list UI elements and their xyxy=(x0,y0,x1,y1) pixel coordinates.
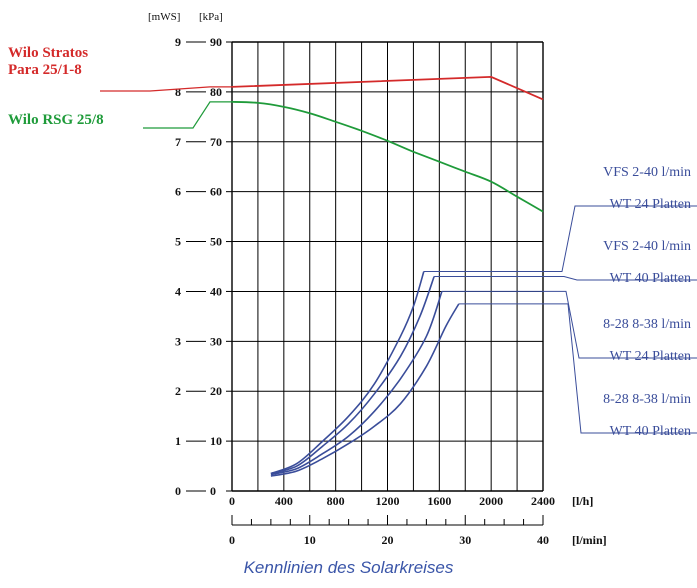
chart-caption: Kennlinien des Solarkreises xyxy=(243,558,454,577)
y-tick-label-kpa: 20 xyxy=(210,384,222,398)
y-tick-label-mws: 6 xyxy=(175,185,181,199)
system-curve-label: 8-28 8-38 l/min xyxy=(603,317,691,332)
system-curve-label: WT 24 Platten xyxy=(610,349,691,364)
grid xyxy=(231,41,544,492)
x-tick-label-lmin: 20 xyxy=(382,533,394,547)
x-unit-lmin: [l/min] xyxy=(572,533,607,547)
pump-curve-label: Wilo Stratos xyxy=(8,45,88,61)
y-tick-label-mws: 3 xyxy=(175,334,181,348)
x-tick-label-lh: 0 xyxy=(229,494,235,508)
x-tick-label-lmin: 30 xyxy=(459,533,471,547)
y-tick-label-kpa: 70 xyxy=(210,135,222,149)
y-tick-label-mws: 7 xyxy=(175,135,181,149)
system-curve xyxy=(270,291,443,476)
pump-leader-line xyxy=(143,101,232,129)
system-curve-label: WT 40 Platten xyxy=(610,271,691,286)
system-curve xyxy=(270,271,425,475)
y-tick-label-kpa: 0 xyxy=(210,484,216,498)
system-curve-label: WT 24 Platten xyxy=(610,197,691,212)
y-tick-label-mws: 9 xyxy=(175,35,181,49)
x-tick-label-lmin: 10 xyxy=(304,533,316,547)
y-tick-label-mws: 0 xyxy=(175,484,181,498)
x-tick-label-lmin: 40 xyxy=(537,533,549,547)
system-curve-label: 8-28 8-38 l/min xyxy=(603,392,691,407)
x-tick-label-lh: 800 xyxy=(327,494,345,508)
x-tick-label-lh: 2000 xyxy=(479,494,503,508)
system-curve-label: VFS 2-40 l/min xyxy=(603,239,691,254)
pump-leader-line xyxy=(100,86,232,92)
x-tick-label-lh: 400 xyxy=(275,494,293,508)
y-tick-label-kpa: 30 xyxy=(210,334,222,348)
y-unit-kpa: [kPa] xyxy=(199,11,223,23)
x-tick-label-lh: 1600 xyxy=(427,494,451,508)
pump-curve-label: Para 25/1-8 xyxy=(8,62,82,78)
y-unit-mws: [mWS] xyxy=(148,11,180,23)
system-curve xyxy=(270,276,435,475)
y-tick-label-kpa: 80 xyxy=(210,85,222,99)
system-leader-line xyxy=(441,290,697,359)
y-tick-label-mws: 4 xyxy=(175,284,181,298)
system-curve-label: VFS 2-40 l/min xyxy=(603,165,691,180)
system-curve-label: WT 40 Platten xyxy=(610,424,691,439)
x-tick-label-lh: 2400 xyxy=(531,494,555,508)
x-unit-lh: [l/h] xyxy=(572,494,593,508)
y-tick-label-kpa: 60 xyxy=(210,185,222,199)
axes: 0 01 102 203 304 405 506 607 708 809 90[mWS] [kPa]0… xyxy=(148,11,607,547)
y-tick-label-kpa: 10 xyxy=(210,434,222,448)
system-curve xyxy=(270,303,460,477)
y-tick-label-mws: 2 xyxy=(175,384,181,398)
y-tick-label-kpa: 50 xyxy=(210,235,222,249)
y-tick-label-mws: 1 xyxy=(175,434,181,448)
system-leader-line xyxy=(423,205,697,272)
y-tick-label-mws: 8 xyxy=(175,85,181,99)
x-tick-label-lh: 1200 xyxy=(376,494,400,508)
pump-curve xyxy=(231,75,544,101)
y-tick-label-kpa: 40 xyxy=(210,284,222,298)
y-tick-label-kpa: 90 xyxy=(210,35,222,49)
curves xyxy=(231,75,544,477)
pump-curve-label: Wilo RSG 25/8 xyxy=(8,112,104,128)
pump-curve xyxy=(231,101,544,213)
y-tick-label-mws: 5 xyxy=(175,235,181,249)
system-leader-line xyxy=(458,303,697,434)
x-tick-label-lmin: 0 xyxy=(229,533,235,547)
system-leader-line xyxy=(434,276,697,281)
